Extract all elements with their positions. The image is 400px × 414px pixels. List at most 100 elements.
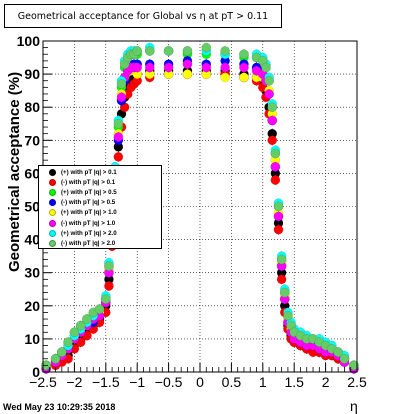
x-tick-label: −1.5 — [92, 374, 120, 390]
legend-marker-icon — [49, 209, 56, 217]
y-tick-label: 70 — [24, 132, 40, 148]
data-point — [276, 254, 287, 265]
data-point — [104, 281, 114, 291]
data-point — [267, 115, 278, 126]
data-point — [132, 46, 142, 56]
data-point — [270, 175, 281, 185]
data-points — [41, 42, 359, 374]
timestamp: Wed May 23 10:29:35 2018 — [3, 402, 116, 412]
legend-label: (-) with pT |q| > 1.0 — [61, 219, 116, 227]
legend-entry: (+) with pT |q| > 1.0 — [41, 208, 159, 218]
x-tick-label: 2 — [322, 374, 330, 390]
legend-marker-icon — [49, 219, 56, 227]
y-tick-label: 30 — [24, 265, 40, 281]
data-point — [113, 152, 124, 162]
y-tick-label: 0 — [32, 364, 40, 380]
legend-marker-icon — [49, 199, 56, 207]
legend-marker-icon — [49, 188, 56, 196]
y-tick-label: 50 — [24, 199, 40, 215]
legend: (+) with pT |q| > 0.1 (-) with pT |q| > … — [38, 165, 162, 249]
data-point — [113, 132, 124, 142]
x-axis-label: η — [350, 398, 358, 414]
data-point — [239, 72, 249, 83]
legend-label: (-) with pT |q| > 2.0 — [61, 239, 116, 247]
data-point — [50, 353, 61, 364]
legend-label: (-) with pT |q| > 0.5 — [61, 199, 116, 207]
data-point — [270, 148, 281, 159]
legend-marker-icon — [49, 229, 56, 237]
data-point — [276, 274, 287, 285]
data-point — [69, 327, 80, 338]
x-tick-label: 1 — [259, 374, 267, 390]
data-point — [94, 304, 105, 314]
legend-label: (+) with pT |q| > 2.0 — [61, 229, 117, 237]
data-point — [239, 49, 249, 60]
data-point — [333, 347, 343, 357]
data-point — [182, 46, 193, 56]
y-tick-label: 10 — [24, 331, 40, 347]
data-point — [75, 320, 86, 331]
data-point — [101, 294, 111, 304]
data-point — [267, 102, 278, 112]
data-point — [270, 161, 281, 172]
legend-entry: (-) with pT |q| > 0.1 — [41, 177, 159, 187]
legend-entry: (-) with pT |q| > 1.0 — [41, 218, 159, 228]
legend-label: (+) with pT |q| > 1.0 — [61, 209, 117, 217]
data-point — [239, 62, 249, 73]
y-tick-label: 80 — [24, 99, 40, 115]
x-tick-label: 2.5 — [347, 374, 367, 390]
legend-entry: (-) with pT |q| > 2.0 — [41, 238, 159, 248]
legend-label: (+) with pT |q| > 0.5 — [61, 188, 117, 196]
legend-label: (+) with pT |q| > 0.1 — [61, 168, 117, 176]
y-tick-label: 100 — [17, 33, 41, 49]
data-point — [220, 46, 230, 56]
data-point — [264, 75, 274, 86]
y-tick-label: 60 — [24, 165, 40, 181]
data-point — [283, 310, 293, 321]
legend-entry: (+) with pT |q| > 0.5 — [41, 187, 159, 197]
data-point — [349, 360, 359, 371]
data-point — [220, 62, 230, 73]
legend-label: (-) with pT |q| > 0.1 — [61, 178, 116, 186]
data-point — [273, 211, 284, 222]
data-point — [273, 201, 284, 212]
data-point — [201, 42, 212, 53]
legend-marker-icon — [49, 168, 56, 176]
x-tick-label: −2.5 — [29, 374, 57, 390]
y-tick-label: 20 — [24, 298, 40, 314]
data-point — [82, 314, 92, 324]
data-point — [163, 62, 174, 73]
data-point — [132, 62, 142, 73]
x-tick-label: 0 — [196, 374, 204, 390]
legend-marker-icon — [49, 239, 56, 247]
data-point — [182, 59, 193, 69]
data-point — [261, 62, 271, 73]
chart-title: Geometrical acceptance for Global vs η a… — [4, 4, 282, 28]
data-point — [63, 337, 73, 348]
series-group — [41, 42, 359, 371]
data-point — [116, 79, 127, 89]
data-point — [57, 347, 67, 357]
data-point — [267, 135, 278, 146]
x-tick-label: 0.5 — [222, 374, 242, 390]
y-tick-label: 40 — [24, 232, 40, 248]
data-point — [279, 287, 290, 298]
data-point — [116, 92, 127, 103]
data-point — [201, 62, 212, 73]
data-point — [144, 62, 155, 73]
data-point — [339, 353, 350, 364]
data-point — [104, 261, 114, 271]
data-point — [113, 118, 124, 129]
data-point — [273, 224, 284, 235]
x-tick-label: 1.5 — [284, 374, 304, 390]
data-point — [264, 89, 274, 99]
data-point — [220, 72, 230, 83]
x-tick-label: −0.5 — [155, 374, 183, 390]
legend-marker-icon — [49, 178, 56, 186]
legend-entry: (-) with pT |q| > 0.5 — [41, 198, 159, 208]
y-tick-label: 90 — [24, 66, 40, 82]
legend-entry: (+) with pT |q| > 2.0 — [41, 228, 159, 238]
data-point — [144, 46, 155, 56]
data-point — [182, 69, 193, 79]
